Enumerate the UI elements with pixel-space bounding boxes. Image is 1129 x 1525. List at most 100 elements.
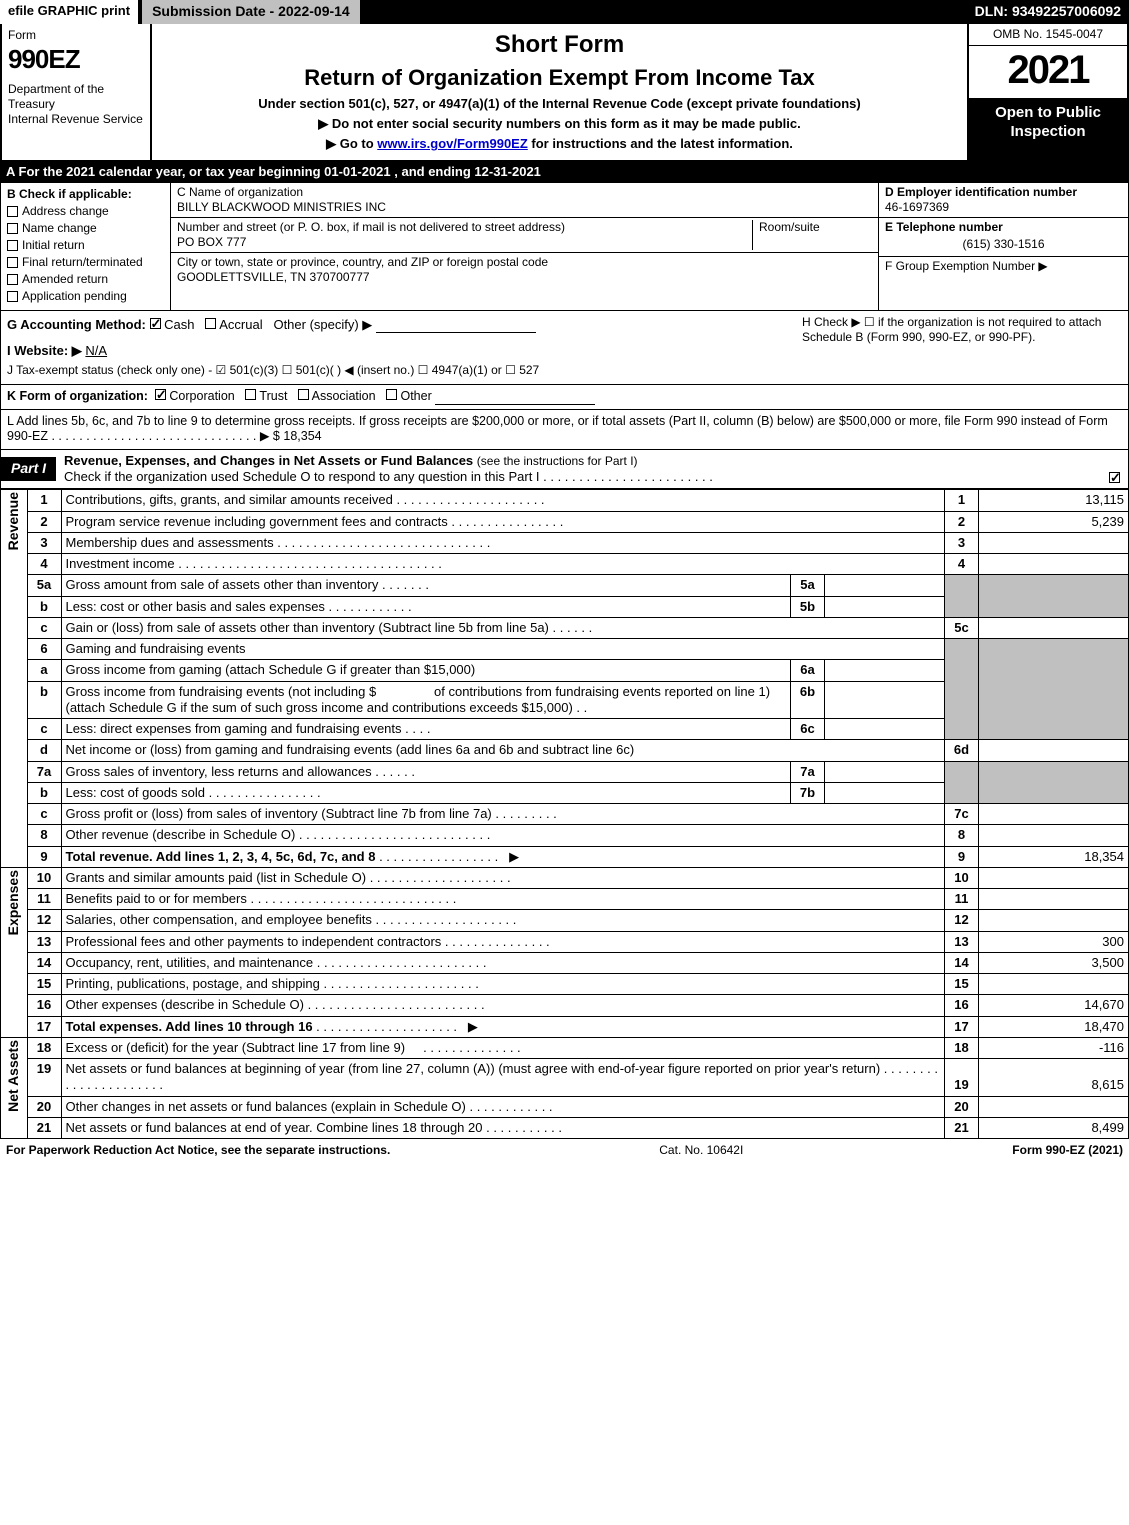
open-public-badge: Open to Public Inspection (969, 98, 1127, 160)
section-b-item: Final return/terminated (7, 255, 164, 270)
website-label: I Website: ▶ (7, 343, 82, 358)
line-5a-val (825, 575, 945, 596)
phone-label: E Telephone number (885, 220, 1122, 235)
section-b-checkbox[interactable] (7, 223, 18, 234)
assoc-label: Association (312, 389, 376, 403)
section-b-item: Address change (7, 204, 164, 219)
line-7a-no: 7a (27, 761, 61, 782)
line-20-num: 20 (945, 1096, 979, 1117)
footer-form-ref: Form 990-EZ (2021) (1012, 1143, 1123, 1158)
section-b-item-label: Amended return (22, 272, 108, 287)
corp-checkbox[interactable] (155, 389, 166, 400)
org-name-label: C Name of organization (177, 185, 872, 200)
part-1-header: Part I Revenue, Expenses, and Changes in… (0, 450, 1129, 490)
line-15-desc: Printing, publications, postage, and shi… (66, 976, 320, 991)
section-b-checkbox[interactable] (7, 240, 18, 251)
dln-label: DLN: 93492257006092 (967, 0, 1129, 24)
trust-label: Trust (259, 389, 287, 403)
line-12-desc: Salaries, other compensation, and employ… (66, 912, 372, 927)
section-b-item: Amended return (7, 272, 164, 287)
trust-checkbox[interactable] (245, 389, 256, 400)
line-18-desc: Excess or (deficit) for the year (Subtra… (66, 1040, 406, 1055)
other-label: Other (specify) ▶ (273, 317, 372, 332)
line-7b-sub: 7b (791, 782, 825, 803)
line-1-no: 1 (27, 490, 61, 511)
row-a-calendar-year: A For the 2021 calendar year, or tax yea… (0, 162, 1129, 182)
line-5b-desc: Less: cost or other basis and sales expe… (66, 599, 325, 614)
irs-link[interactable]: www.irs.gov/Form990EZ (377, 136, 528, 151)
line-19-no: 19 (27, 1059, 61, 1097)
line-6a-desc: Gross income from gaming (attach Schedul… (66, 662, 476, 677)
line-20-no: 20 (27, 1096, 61, 1117)
line-6-no: 6 (27, 639, 61, 660)
section-b-checkbox[interactable] (7, 206, 18, 217)
line-16-amt: 14,670 (979, 995, 1129, 1016)
other-org-checkbox[interactable] (386, 389, 397, 400)
header-center: Short Form Return of Organization Exempt… (152, 24, 967, 160)
line-7a-sub: 7a (791, 761, 825, 782)
line-21-desc: Net assets or fund balances at end of ye… (66, 1120, 483, 1135)
line-6b-desc1: Gross income from fundraising events (no… (66, 684, 377, 699)
row-k-label: K Form of organization: (7, 389, 148, 403)
line-13-num: 13 (945, 931, 979, 952)
line-7b-desc: Less: cost of goods sold (66, 785, 205, 800)
line-18-num: 18 (945, 1037, 979, 1058)
assoc-checkbox[interactable] (298, 389, 309, 400)
line-11-num: 11 (945, 889, 979, 910)
department-label: Department of the Treasury Internal Reve… (8, 82, 144, 127)
row-k: K Form of organization: Corporation Trus… (0, 385, 1129, 410)
efile-print-button[interactable]: efile GRAPHIC print (0, 0, 138, 24)
line-7a-desc: Gross sales of inventory, less returns a… (66, 764, 372, 779)
netassets-side-label: Net Assets (5, 1040, 23, 1112)
line-9-amt: 18,354 (979, 846, 1129, 867)
line-3-no: 3 (27, 532, 61, 553)
line-3-amt (979, 532, 1129, 553)
part-1-sub: (see the instructions for Part I) (477, 454, 638, 468)
schedule-o-checkbox[interactable] (1109, 472, 1120, 483)
short-form-title: Short Form (162, 30, 957, 60)
section-b-item-label: Application pending (22, 289, 127, 304)
line-2-no: 2 (27, 511, 61, 532)
line-4-num: 4 (945, 554, 979, 575)
line-13-no: 13 (27, 931, 61, 952)
line-4-desc: Investment income (66, 556, 175, 571)
form-number: 990EZ (8, 43, 144, 76)
line-12-num: 12 (945, 910, 979, 931)
line-8-amt (979, 825, 1129, 846)
line-7c-num: 7c (945, 804, 979, 825)
line-20-amt (979, 1096, 1129, 1117)
revenue-side-label: Revenue (5, 492, 23, 550)
line-13-desc: Professional fees and other payments to … (66, 934, 442, 949)
ein-value: 46-1697369 (885, 200, 1122, 215)
line-5c-no: c (27, 617, 61, 638)
section-b-checkbox[interactable] (7, 257, 18, 268)
goto-pre: ▶ Go to (326, 136, 377, 151)
line-7c-no: c (27, 804, 61, 825)
other-org-field[interactable] (435, 391, 595, 405)
line-19-desc: Net assets or fund balances at beginning… (66, 1061, 881, 1076)
line-9-no: 9 (27, 846, 61, 867)
form-title: Return of Organization Exempt From Incom… (162, 64, 957, 92)
line-7c-amt (979, 804, 1129, 825)
line-15-amt (979, 974, 1129, 995)
section-b-checkbox[interactable] (7, 274, 18, 285)
line-16-no: 16 (27, 995, 61, 1016)
cash-checkbox[interactable] (150, 318, 161, 329)
line-7a-val (825, 761, 945, 782)
other-org-label: Other (400, 389, 431, 403)
room-label: Room/suite (759, 220, 872, 235)
line-8-num: 8 (945, 825, 979, 846)
section-b-item-label: Final return/terminated (22, 255, 143, 270)
line-19-amt: 8,615 (979, 1059, 1129, 1097)
accrual-checkbox[interactable] (205, 318, 216, 329)
city-label: City or town, state or province, country… (177, 255, 872, 270)
other-specify-field[interactable] (376, 319, 536, 333)
form-header: Form 990EZ Department of the Treasury In… (0, 24, 1129, 162)
line-11-amt (979, 889, 1129, 910)
submission-date: Submission Date - 2022-09-14 (142, 0, 360, 24)
section-b-checkbox[interactable] (7, 291, 18, 302)
line-7c-desc: Gross profit or (loss) from sales of inv… (66, 806, 492, 821)
line-12-amt (979, 910, 1129, 931)
cash-label: Cash (164, 317, 194, 332)
row-l-text: L Add lines 5b, 6c, and 7b to line 9 to … (7, 414, 1108, 444)
